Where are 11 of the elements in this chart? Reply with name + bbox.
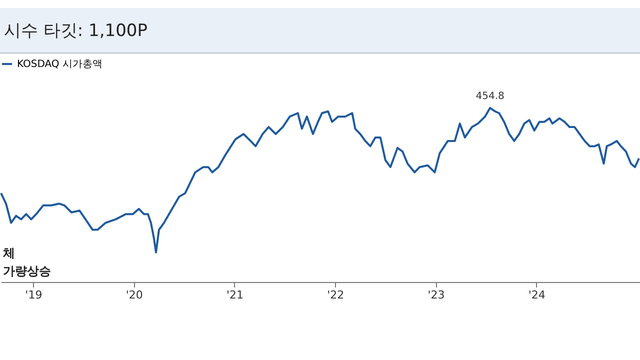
annotation: 체 bbox=[3, 245, 16, 262]
x-tick-label: '20 bbox=[126, 288, 143, 302]
annotation: 454.8 bbox=[476, 90, 504, 102]
x-tick-label: '24 bbox=[528, 288, 546, 302]
legend-label: KOSDAQ 시가총액 bbox=[17, 59, 102, 70]
x-tick-label: '22 bbox=[327, 288, 344, 302]
annotation: 가량상승 bbox=[3, 263, 51, 280]
x-tick-label: '21 bbox=[226, 288, 244, 302]
chart-title: 시수 타깃: 1,100P bbox=[0, 8, 640, 54]
x-tick-label: '19 bbox=[25, 288, 42, 302]
x-tick-label: '23 bbox=[428, 288, 445, 302]
